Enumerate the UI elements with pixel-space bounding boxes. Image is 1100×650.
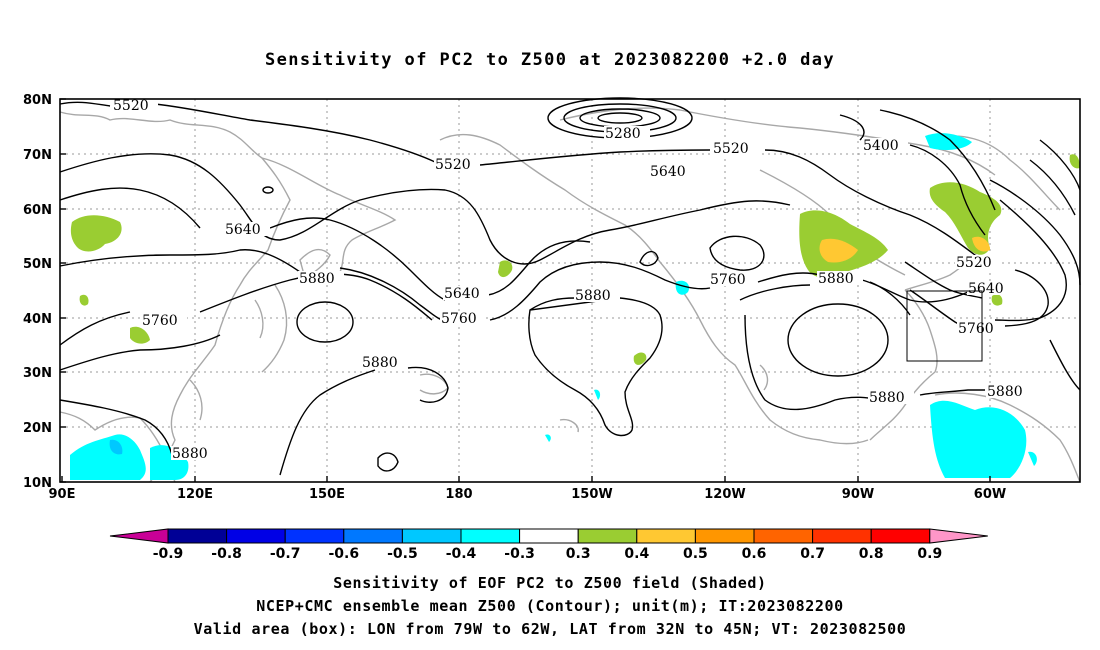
lon-label: 180 xyxy=(445,487,472,502)
contour-label: 5520 xyxy=(435,157,471,173)
colorbar-arrow-low xyxy=(109,528,169,544)
colorbar-swatch xyxy=(753,528,814,544)
contour-label: 5760 xyxy=(710,272,746,288)
contour-label: 5520 xyxy=(113,98,149,114)
colorbar-label: -0.9 xyxy=(153,546,184,562)
contour-label: 5880 xyxy=(172,446,208,462)
contour-label: 5760 xyxy=(958,321,994,337)
contour-label: 5760 xyxy=(441,311,477,327)
caption-shading: Sensitivity of EOF PC2 to Z500 field (Sh… xyxy=(333,574,767,592)
caption-valid-area: Valid area (box): LON from 79W to 62W, L… xyxy=(193,620,907,638)
colorbar-swatch xyxy=(226,528,286,544)
colorbar-label: -0.7 xyxy=(270,546,301,562)
contour-label: 5640 xyxy=(444,286,480,302)
colorbar-label: -0.5 xyxy=(387,546,418,562)
lon-label: 60W xyxy=(974,487,1006,502)
lon-label: 90E xyxy=(49,487,76,502)
contour-label: 5640 xyxy=(650,164,686,180)
contour-labels: 5520 5280 5520 5520 5400 5640 5640 5880 … xyxy=(112,98,1032,462)
lat-label: 40N xyxy=(23,312,52,327)
contour-label: 5880 xyxy=(987,384,1023,400)
colorbar-swatch xyxy=(167,528,228,544)
colorbar-label: 0.6 xyxy=(742,546,767,562)
map-frame xyxy=(59,98,1081,483)
contour-label: 5880 xyxy=(869,390,905,406)
contour-label: 5400 xyxy=(863,138,899,154)
colorbar-swatch xyxy=(870,528,931,544)
lon-label: 150E xyxy=(309,487,345,502)
colorbar-swatch xyxy=(636,528,696,544)
colorbar-label: -0.6 xyxy=(328,546,359,562)
colorbar-label: 0.5 xyxy=(683,546,708,562)
contour-label: 5880 xyxy=(299,271,335,287)
contour-label: 5520 xyxy=(713,141,749,157)
z500-contours xyxy=(59,97,1081,476)
colorbar-swatch xyxy=(284,528,345,544)
lat-label: 30N xyxy=(23,366,52,381)
colorbar: -0.9 -0.8 -0.7 -0.6 -0.5 -0.4 -0.3 0.3 0.4 0.5 0.6… xyxy=(109,528,988,562)
colorbar-swatch xyxy=(812,528,872,544)
longitude-axis xyxy=(61,476,991,482)
lon-label: 150W xyxy=(571,487,612,502)
latitude-labels: 80N 70N 60N 50N 40N 30N 20N 10N xyxy=(23,93,52,491)
colorbar-label: -0.4 xyxy=(446,546,477,562)
lat-label: 20N xyxy=(23,421,52,436)
colorbar-swatch xyxy=(343,528,403,544)
lat-label: 50N xyxy=(23,257,52,272)
lat-label: 70N xyxy=(23,148,52,163)
colorbar-swatch xyxy=(401,528,462,544)
lat-label: 10N xyxy=(23,476,52,491)
longitude-labels: 90E 120E 150E 180 150W 120W 90W 60W xyxy=(49,487,1007,502)
colorbar-label: 0.9 xyxy=(917,546,942,562)
contour-label: 5880 xyxy=(575,288,611,304)
colorbar-label: 0.3 xyxy=(566,546,591,562)
colorbar-swatch xyxy=(694,528,755,544)
lon-label: 120E xyxy=(177,487,213,502)
colorbar-swatch xyxy=(577,528,638,544)
valid-area-box xyxy=(906,290,983,362)
contour-label: 5640 xyxy=(225,222,261,238)
colorbar-arrow-high xyxy=(929,528,988,544)
colorbar-label: 0.4 xyxy=(624,546,649,562)
coastlines xyxy=(59,107,1081,483)
contour-label: 5640 xyxy=(968,281,1004,297)
contour-label: 5760 xyxy=(142,313,178,329)
colorbar-label: -0.8 xyxy=(211,546,242,562)
contour-label: 5880 xyxy=(362,355,398,371)
latitude-axis xyxy=(60,98,66,483)
colorbar-swatch xyxy=(519,528,579,544)
colorbar-swatch xyxy=(460,528,521,544)
lon-label: 90W xyxy=(842,487,874,502)
colorbar-label: -0.3 xyxy=(504,546,535,562)
contour-label: 5520 xyxy=(956,255,992,271)
page-title: Sensitivity of PC2 to Z500 at 2023082200… xyxy=(264,50,836,70)
colorbar-label: 0.7 xyxy=(800,546,825,562)
sensitivity-shading xyxy=(70,133,1080,480)
lon-label: 120W xyxy=(704,487,745,502)
contour-label: 5280 xyxy=(605,126,641,142)
contour-label: 5880 xyxy=(818,271,854,287)
colorbar-label: 0.8 xyxy=(859,546,884,562)
caption-contour: NCEP+CMC ensemble mean Z500 (Contour); u… xyxy=(256,597,844,615)
lat-label: 80N xyxy=(23,93,52,108)
lat-label: 60N xyxy=(23,203,52,218)
